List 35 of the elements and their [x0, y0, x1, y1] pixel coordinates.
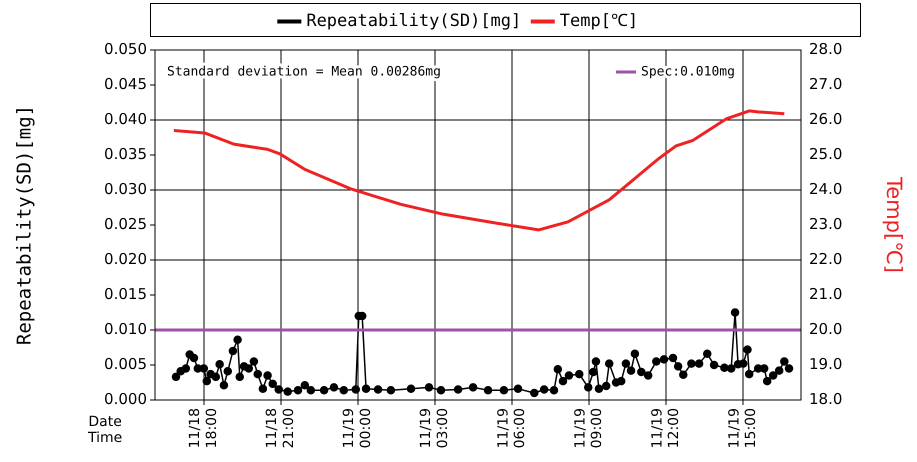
y-tick-label: 0.010 — [104, 320, 147, 338]
x-tick-label: 11/19 15:00 — [726, 408, 760, 448]
x-tick-label: 11/19 09:00 — [572, 408, 606, 448]
x-tick-label: 11/19 00:00 — [341, 408, 374, 448]
y2-tick-label: 23.0 — [809, 214, 842, 233]
y-tick-label: 0.045 — [104, 74, 147, 93]
y2-tick-label: 26.0 — [809, 110, 842, 128]
y2-tick-label: 24.0 — [809, 180, 842, 198]
y-tick-label: 0.035 — [104, 144, 147, 163]
y-tick-label: 0.015 — [104, 284, 147, 303]
y2-axis-title: Temp[℃] — [882, 176, 906, 273]
x-tick-label: 11/19 03:00 — [418, 408, 452, 448]
y-axis-title: Repeatability(SD)[mg] — [13, 104, 36, 346]
y-tick-label: 0.005 — [104, 354, 147, 373]
y2-tick-label: 27.0 — [809, 74, 842, 93]
y2-tick-label: 22.0 — [809, 250, 842, 268]
x-tick-label: 11/19 06:00 — [495, 408, 528, 448]
y-tick-label: 0.025 — [104, 214, 147, 233]
y2-tick-label: 28.0 — [809, 40, 842, 58]
x-tick-label: 11/18 21:00 — [264, 408, 297, 448]
y2-tick-label: 19.0 — [809, 354, 842, 373]
x-tick-label: 11/18 18:00 — [187, 408, 220, 448]
y-tick-label: 0.020 — [104, 250, 147, 268]
y-tick-label: 0.050 — [104, 40, 147, 58]
y2-tick-label: 25.0 — [809, 144, 842, 163]
y2-tick-label: 21.0 — [809, 284, 842, 303]
y2-tick-label: 20.0 — [809, 320, 842, 338]
legend-label: Temp[℃] — [560, 10, 638, 31]
y-tick-label: 0.030 — [104, 180, 147, 198]
legend-label: Repeatability(SD)[mg] — [306, 10, 522, 31]
y-tick-label: 0.040 — [104, 110, 147, 128]
y-tick-label: 0.000 — [104, 390, 147, 408]
x-axis-title: Date Time — [88, 414, 122, 446]
y2-tick-label: 18.0 — [809, 390, 842, 408]
x-tick-label: 11/19 12:00 — [649, 408, 682, 448]
